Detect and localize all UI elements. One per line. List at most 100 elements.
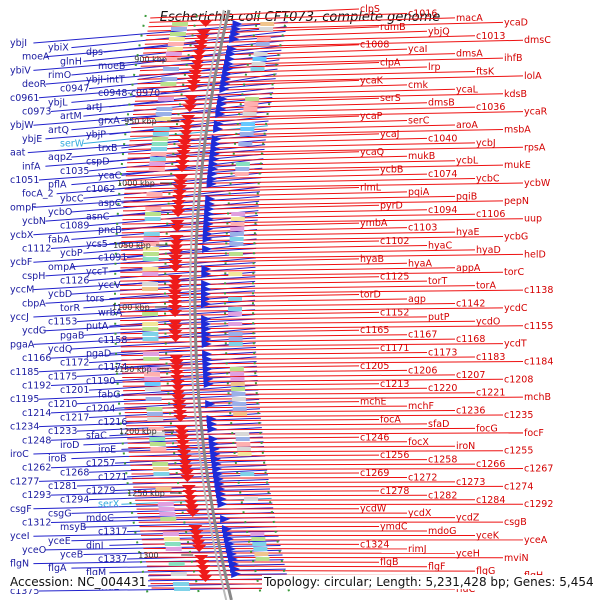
gene-connector-right <box>133 490 380 493</box>
gene-label-right: c1183 <box>476 352 505 363</box>
annotation-bar <box>144 387 161 391</box>
gene-connector-left <box>45 545 281 551</box>
gene-label-right: c1273 <box>456 477 485 488</box>
reverse-feature-arrow <box>180 120 195 127</box>
annotation-bar <box>147 417 164 421</box>
gene-label-right: dmsC <box>524 35 551 46</box>
gene-label-left: c1166 <box>22 353 51 364</box>
gene-connector-right <box>125 169 380 177</box>
forward-feature-arrow <box>224 60 235 68</box>
gene-label-right: ycbL <box>456 156 479 167</box>
gene-label-left: ompF <box>10 202 37 213</box>
reverse-feature-arrow <box>191 540 206 547</box>
gene-label-right: flgB <box>380 557 399 568</box>
annotation-bar <box>229 367 244 371</box>
reverse-feature-arrow <box>192 545 207 552</box>
gene-label-right: appA <box>456 263 481 274</box>
gene-label-right: c1074 <box>428 169 457 180</box>
reverse-feature-arrow <box>169 360 184 367</box>
reverse-feature-arrow <box>173 415 188 422</box>
reverse-feature-arrow <box>181 485 196 492</box>
gene-connector-right <box>120 316 428 322</box>
annotation-bar <box>144 217 161 221</box>
gene-label-left: c1172 <box>60 358 89 369</box>
annotation-bar <box>142 327 159 331</box>
forward-feature-arrow <box>222 70 233 78</box>
reverse-feature-arrow <box>184 95 199 102</box>
gene-label-right: mchF <box>408 401 434 412</box>
gene-connector-right <box>123 396 524 400</box>
gene-connector-right <box>148 17 456 28</box>
gene-label-right: c1207 <box>456 370 485 381</box>
gene-label-left: ybjI <box>10 38 27 49</box>
annotation-bar <box>170 27 187 31</box>
gene-connector-right <box>120 347 380 352</box>
gene-label-left: pflA <box>48 180 67 191</box>
gene-connector-right <box>123 200 504 208</box>
gene-connector-right <box>121 360 524 365</box>
gene-label-left: wrbA <box>98 307 123 318</box>
annotation-bar <box>169 32 186 36</box>
reverse-feature-arrow <box>174 425 189 432</box>
annotation-bar <box>234 172 249 176</box>
forward-feature-arrow <box>201 265 212 273</box>
reverse-feature-arrow <box>177 145 192 152</box>
gene-connector-right <box>132 481 456 484</box>
forward-feature-arrow <box>202 230 213 238</box>
footer: Accession: NC_004431 Topology: circular;… <box>0 572 600 596</box>
reverse-feature-arrow <box>182 105 197 112</box>
gene-connector-right <box>143 44 360 54</box>
reverse-feature-arrow <box>187 75 202 82</box>
annotation-bar <box>150 152 167 156</box>
gene-connector-right <box>120 262 408 269</box>
gene-connector-left <box>114 455 266 464</box>
gene-connector-right <box>145 561 380 563</box>
gene-label-left: dps <box>86 47 103 58</box>
gene-connector-left <box>109 257 256 272</box>
annotation-bar <box>160 517 177 521</box>
gene-label-left: torR <box>60 303 80 314</box>
gene-label-right: c1236 <box>456 406 485 417</box>
gene-label-left: c1216 <box>98 417 127 428</box>
reverse-feature-arrow <box>171 205 186 212</box>
accession-text: Accession: NC_004431 <box>8 575 149 589</box>
gene-label-right: c1155 <box>524 321 553 332</box>
gene-connector-right <box>122 213 476 221</box>
gene-label-left: c1185 <box>10 367 39 378</box>
gene-connector-right <box>136 79 360 89</box>
gene-connector-left <box>50 92 274 112</box>
reverse-feature-arrow <box>178 460 193 467</box>
annotation-bar <box>156 107 173 111</box>
gene-label-right: csgB <box>504 517 527 528</box>
annotation-bar <box>158 507 175 511</box>
annotation-bar <box>149 162 166 166</box>
reverse-feature-arrow <box>168 325 183 332</box>
gene-label-right: dmsA <box>456 49 483 60</box>
scale-ticks: 900 kbp 950 kbp 1000 kbp 1050 kbp 1100 kbp 11… <box>112 55 194 560</box>
gene-connector-right <box>131 115 360 124</box>
gene-label-left: c1158 <box>98 335 127 346</box>
gene-label-left: artJ <box>86 102 102 113</box>
gene-connector-left <box>38 163 263 181</box>
reverse-feature-arrow <box>170 225 185 232</box>
gene-label-right: serS <box>380 93 401 104</box>
gene-label-left: c1337 <box>98 554 127 565</box>
gene-label-left: ycs5 <box>86 239 108 250</box>
gene-label-left: dinI <box>86 540 104 551</box>
forward-feature-arrow <box>230 30 241 38</box>
forward-feature-arrow <box>213 120 224 128</box>
gene-label-right: ycdO <box>476 316 500 327</box>
annotation-bar <box>166 47 183 51</box>
gene-connector-right <box>149 12 408 23</box>
gene-label-right: c1256 <box>380 450 409 461</box>
gene-connector-left <box>33 530 278 537</box>
gene-connector-left <box>83 521 276 528</box>
gene-connector-right <box>122 369 408 374</box>
reverse-feature-arrow <box>183 495 198 502</box>
annotation-bar <box>255 42 270 46</box>
reverse-feature-arrow <box>168 310 183 317</box>
reverse-feature-arrow <box>168 260 183 267</box>
gene-label-right: hyaC <box>428 240 452 251</box>
gene-label-right: agp <box>408 294 426 305</box>
forward-feature-arrow <box>208 165 219 173</box>
